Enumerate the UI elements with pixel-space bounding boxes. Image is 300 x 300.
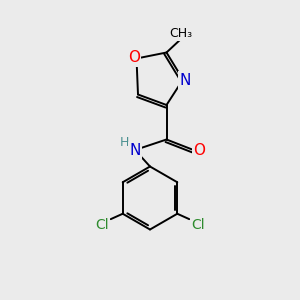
Text: CH₃: CH₃ xyxy=(169,27,192,40)
Text: N: N xyxy=(180,73,191,88)
Text: O: O xyxy=(194,143,206,158)
Text: O: O xyxy=(128,50,140,65)
Text: N: N xyxy=(129,143,141,158)
Text: Cl: Cl xyxy=(95,218,109,232)
Text: H: H xyxy=(120,136,129,149)
Text: Cl: Cl xyxy=(191,218,205,232)
